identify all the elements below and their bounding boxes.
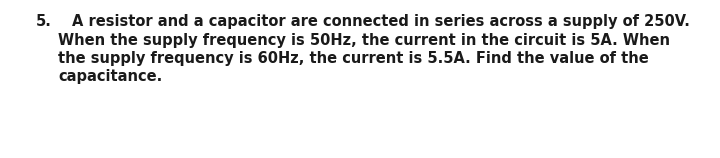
Text: capacitance.: capacitance. xyxy=(58,70,162,85)
Text: 5.: 5. xyxy=(36,14,52,29)
Text: the supply frequency is 60Hz, the current is 5.5A. Find the value of the: the supply frequency is 60Hz, the curren… xyxy=(58,51,649,66)
Text: When the supply frequency is 50Hz, the current in the circuit is 5A. When: When the supply frequency is 50Hz, the c… xyxy=(58,33,670,48)
Text: A resistor and a capacitor are connected in series across a supply of 250V.: A resistor and a capacitor are connected… xyxy=(72,14,690,29)
